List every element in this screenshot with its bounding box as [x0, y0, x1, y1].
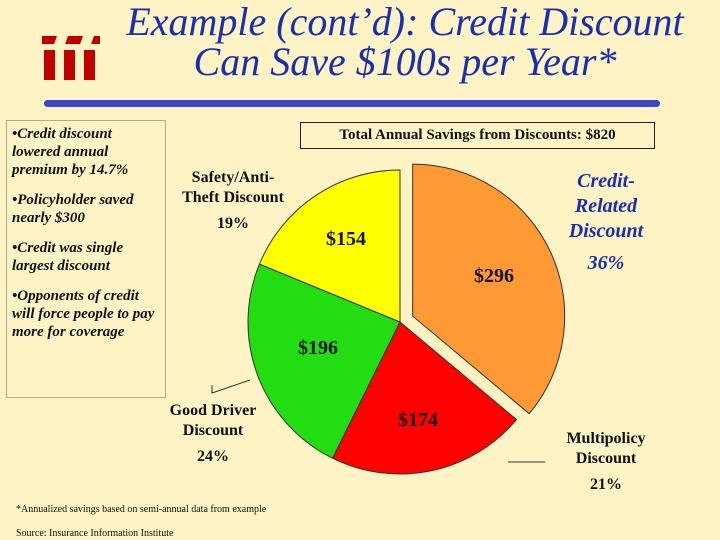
bullet-item: •Credit was single largest discount — [12, 240, 124, 274]
bullet-item: •Opponents of credit will force people t… — [12, 288, 155, 340]
pie-slice-good-driver-discount — [247, 263, 401, 459]
value-label-credit-related-discount: $296 — [474, 265, 514, 287]
title-line-1: Example (cont’d): Credit Discount — [126, 0, 684, 44]
iii-logo-icon — [42, 36, 100, 80]
pie-slice-credit-related-discount — [412, 163, 566, 415]
title-line-2: Can Save $100s per Year* — [193, 39, 617, 84]
value-label-multipolicy-discount: $174 — [398, 409, 438, 431]
category-label-credit-related-discount: Credit-Related Discount — [568, 170, 645, 242]
title-divider — [44, 100, 660, 107]
footnote: *Annualized savings based on semi-annual… — [16, 504, 267, 515]
value-label-safety-anti-theft-discount: $154 — [326, 228, 366, 250]
percent-label-credit-related-discount: 36% — [587, 252, 625, 274]
pie-slice-safety-anti-theft-discount — [258, 169, 401, 323]
percent-label-good-driver-discount: 24% — [197, 448, 229, 465]
bullet-item: •Credit discount lowered annual premium … — [12, 126, 129, 178]
pie-slice-multipolicy-discount — [331, 321, 518, 475]
page-title: Example (cont’d): Credit Discount Can Sa… — [90, 2, 720, 82]
bullet-item: •Policyholder saved nearly $300 — [12, 192, 134, 226]
percent-label-safety-anti-theft-discount: 19% — [217, 215, 249, 232]
total-savings-label: Total Annual Savings from Discounts: $82… — [300, 122, 655, 149]
leader-line — [211, 379, 251, 394]
bullet-panel: •Credit discount lowered annual premium … — [6, 120, 166, 398]
value-label-good-driver-discount: $196 — [298, 337, 338, 359]
category-label-good-driver-discount: Good Driver Discount — [170, 402, 257, 439]
percent-label-multipolicy-discount: 21% — [590, 476, 622, 493]
category-label-safety-anti-theft-discount: Safety/Anti-Theft Discount — [182, 169, 284, 206]
category-label-multipolicy-discount: Multipolicy Discount — [566, 430, 645, 467]
source-note: Source: Insurance Information Institute — [16, 528, 174, 539]
